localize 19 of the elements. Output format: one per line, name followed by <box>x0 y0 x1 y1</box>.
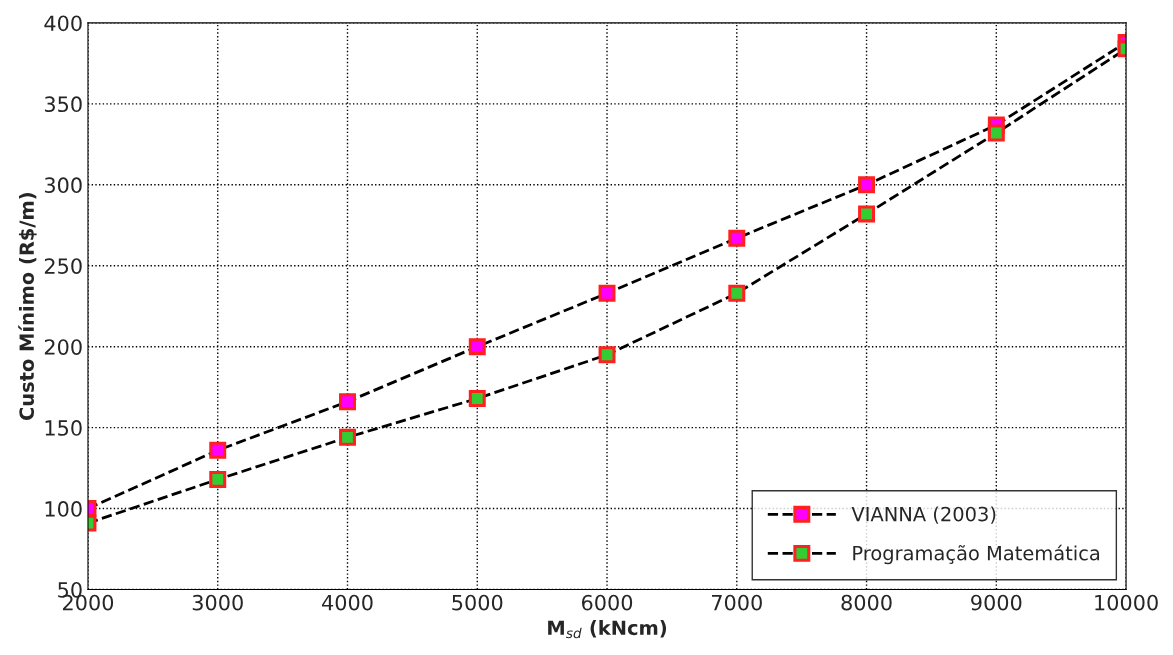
legend-label: Programação Matemática <box>853 544 1100 565</box>
y-tick-label: 250 <box>44 258 82 274</box>
y-tick-label: 300 <box>44 177 82 194</box>
y-tick-label: 400 <box>44 15 82 32</box>
x-tick-label: 9000 <box>971 594 1022 611</box>
x-tick-label: 7000 <box>711 594 762 611</box>
y-tick-label: 350 <box>44 96 82 113</box>
x-tick-label: 10000 <box>1095 594 1158 611</box>
x-tick-label: 3000 <box>192 594 243 611</box>
legend-label: VIANNA (2003) <box>851 506 996 524</box>
y-tick-label: 150 <box>45 420 82 436</box>
y-tick-label: 100 <box>45 501 82 517</box>
x-axis-title: M$_{sd}$ (kNcm) <box>548 620 667 639</box>
y-axis-title: Custo Mínimo (R$/m) <box>18 193 37 421</box>
x-tick-label: 5000 <box>452 594 503 611</box>
y-tick-label: 200 <box>44 339 82 355</box>
x-tick-label: 8000 <box>841 594 892 611</box>
x-tick-label: 4000 <box>322 594 373 611</box>
x-tick-label: 6000 <box>581 594 633 611</box>
